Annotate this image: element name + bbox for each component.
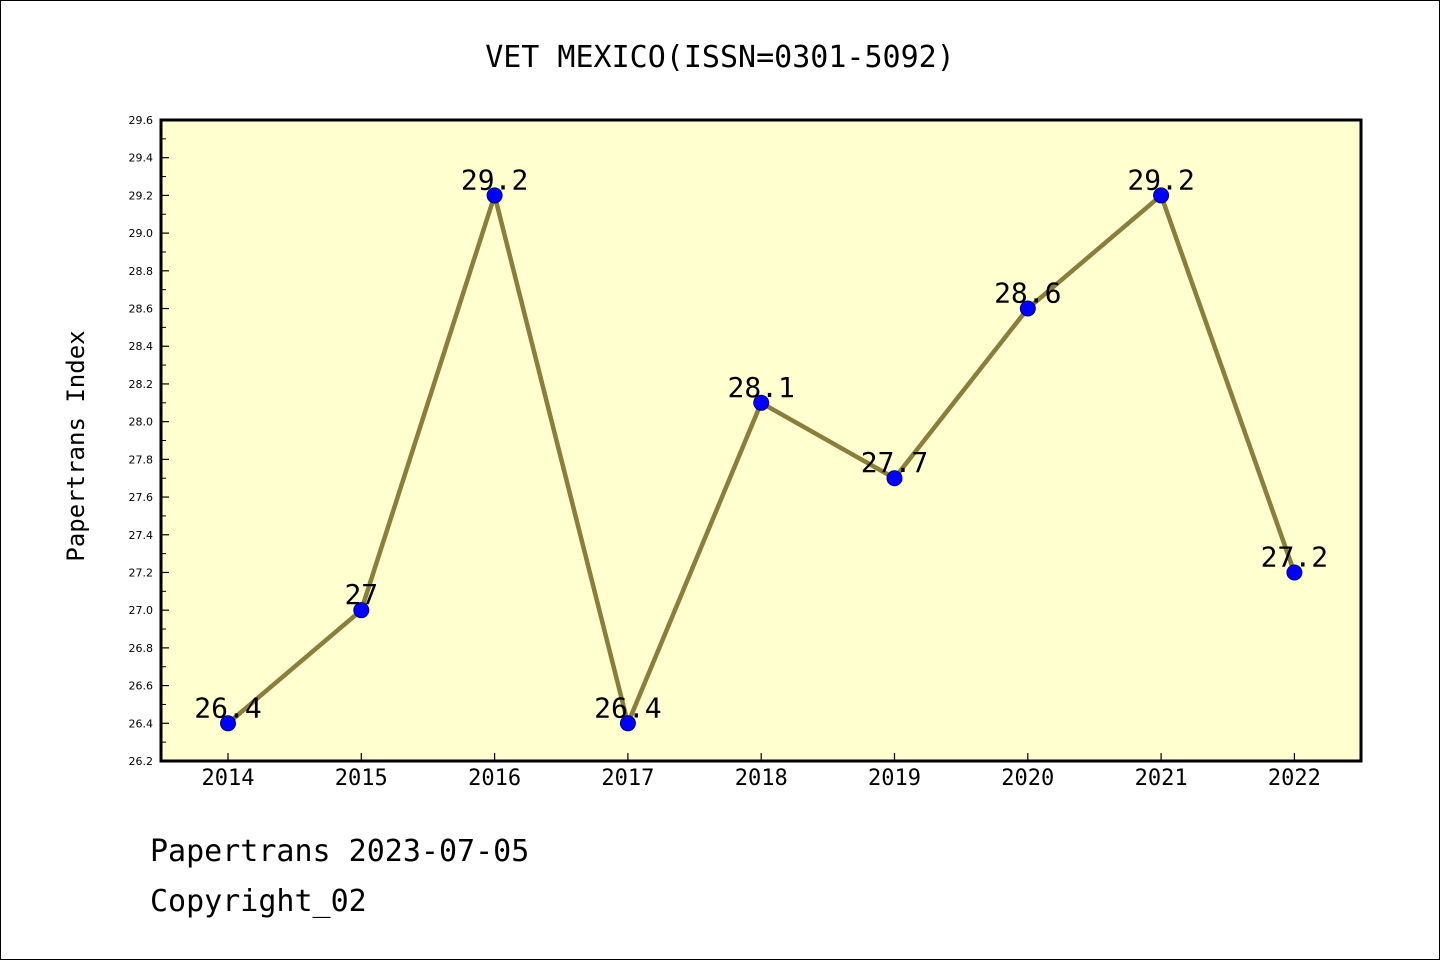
y-axis-label: Papertrans Index	[62, 330, 90, 561]
data-label: 27	[344, 578, 378, 611]
footer-date-text: Papertrans 2023-07-05	[150, 834, 530, 869]
data-point	[353, 602, 370, 619]
data-point	[1019, 300, 1036, 317]
data-point	[619, 715, 636, 732]
data-label: 28.6	[994, 277, 1061, 310]
y-tick-label: 27.2	[129, 566, 154, 579]
y-tick-label: 27.6	[129, 491, 154, 504]
data-point	[486, 187, 503, 204]
data-point	[886, 470, 903, 487]
y-tick-label: 29.2	[129, 189, 154, 202]
data-label: 27.7	[861, 446, 928, 479]
y-tick-label: 28.0	[129, 416, 154, 429]
y-axis: 26.2 26.4 26.6 26.8 27.0 27.2 27.4 27.6 27.8 28.0…	[129, 114, 169, 768]
data-label: 26.4	[594, 691, 661, 724]
x-tick-label: 2017	[601, 766, 654, 791]
y-tick-label: 27.8	[129, 453, 154, 466]
x-tick-label: 2019	[868, 766, 921, 791]
x-tick-label: 2015	[335, 766, 388, 791]
chart-title: VET MEXICO(ISSN=0301-5092)	[485, 40, 955, 75]
data-point	[1153, 187, 1170, 204]
data-label: 26.4	[194, 691, 261, 724]
x-axis: 2014 2015 2016 2017 2018 2019 2020 2021 2022	[202, 753, 1321, 791]
series-line-group: 26.4 27 29.2 26.4 28.1 27.7 28.6 29.2 27.2	[194, 163, 1328, 732]
y-tick-label: 27.0	[129, 604, 154, 617]
y-tick-label: 26.6	[129, 680, 154, 693]
data-point	[220, 715, 236, 732]
data-label: 27.2	[1261, 540, 1328, 573]
y-tick-label: 26.4	[129, 717, 154, 730]
x-tick-label: 2016	[468, 766, 521, 791]
data-label: 28.1	[727, 371, 794, 404]
y-tick-label: 29.4	[129, 152, 154, 165]
data-point	[1286, 564, 1303, 581]
data-point	[753, 394, 770, 411]
footer-copyright-text: Copyright_02	[150, 884, 367, 919]
x-tick-label: 2020	[1001, 766, 1054, 791]
x-tick-label: 2021	[1135, 766, 1188, 791]
data-label: 29.2	[1127, 163, 1194, 196]
y-tick-label: 28.6	[129, 303, 154, 316]
y-tick-label: 29.0	[129, 227, 154, 240]
x-tick-label: 2014	[202, 766, 255, 791]
y-tick-label: 28.4	[129, 340, 154, 353]
plot-area	[159, 118, 1363, 763]
x-tick-label: 2022	[1268, 766, 1321, 791]
y-tick-label: 28.2	[129, 378, 154, 391]
y-tick-label: 26.2	[129, 755, 154, 768]
y-tick-label: 28.8	[129, 265, 154, 278]
y-tick-label: 29.6	[129, 114, 154, 127]
y-tick-label: 27.4	[129, 529, 154, 542]
data-label: 29.2	[461, 163, 528, 196]
x-tick-label: 2018	[735, 766, 788, 791]
y-tick-label: 26.8	[129, 642, 154, 655]
